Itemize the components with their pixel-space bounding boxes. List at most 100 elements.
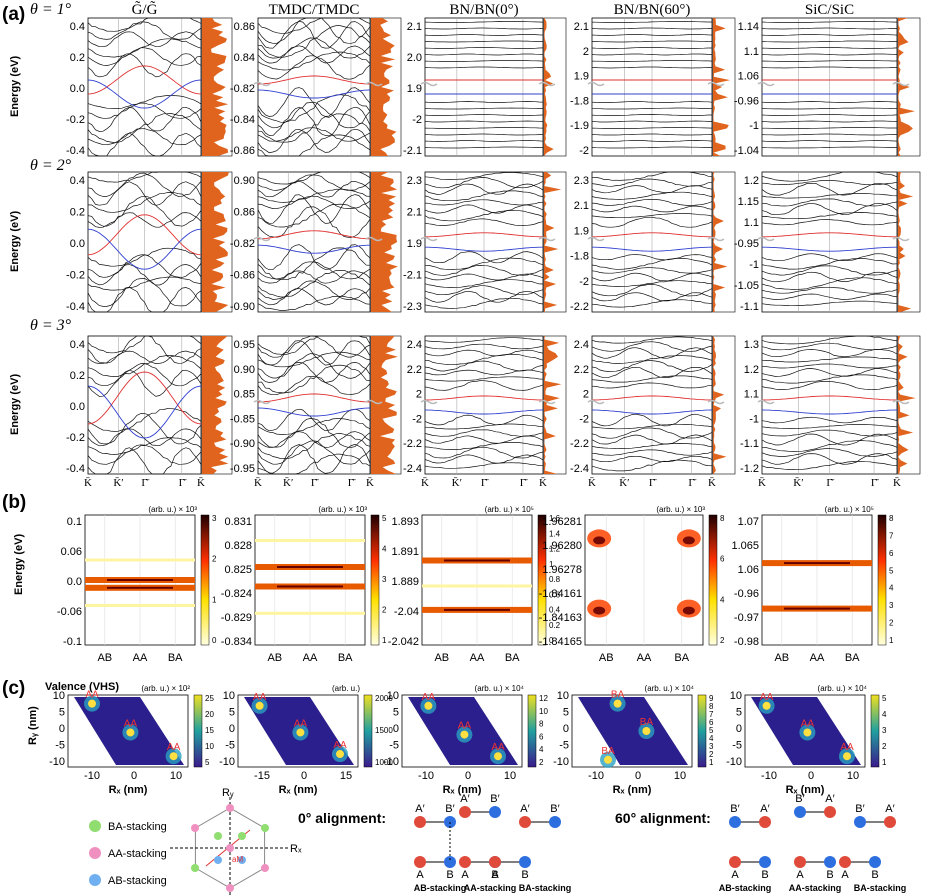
band-line bbox=[761, 101, 898, 103]
band-line bbox=[257, 134, 371, 157]
y-tick-label: 1.14 bbox=[738, 21, 759, 33]
band-panel: 1.2 1.15 1.1 -0.95 -1 -1.05 -1.1 bbox=[734, 171, 921, 313]
y-tick-label: -0.96 bbox=[734, 95, 759, 107]
y-tick-label: 5 bbox=[59, 707, 65, 719]
band-line bbox=[591, 366, 713, 379]
y-tick-label: 1.065 bbox=[731, 540, 759, 552]
colorbar-unit-label: (arb. u.) × 10³ bbox=[148, 505, 197, 514]
band-line bbox=[257, 17, 371, 34]
atom bbox=[459, 806, 471, 818]
y-tick-label: 10 bbox=[223, 690, 235, 702]
band-line bbox=[761, 253, 898, 262]
valence-band bbox=[424, 409, 544, 415]
y-tick-label: -10 bbox=[553, 756, 569, 768]
colorbar-tick-label: 4 bbox=[709, 734, 714, 743]
band-line bbox=[87, 264, 202, 286]
band-line bbox=[257, 128, 371, 154]
colorbar-tick-label: 8 bbox=[709, 702, 714, 711]
valence-band bbox=[257, 407, 371, 417]
x-tick-label: -10 bbox=[84, 770, 100, 782]
band-line bbox=[87, 128, 202, 146]
y-tick-label: 1.3 bbox=[744, 339, 759, 351]
y-tick-label: 2 bbox=[583, 46, 589, 58]
atom-label: A′ bbox=[460, 793, 469, 805]
vhs-spot-core bbox=[169, 752, 178, 761]
band-panel: 0.4 0.2 0.0 -0.2 -0.4 bbox=[66, 171, 233, 313]
y-tick-label: -0.95 bbox=[230, 463, 255, 475]
vhs-spot-core bbox=[255, 701, 264, 710]
band-line bbox=[257, 94, 371, 123]
band-panel: 1.14 1.1 1.06 -0.96 -1 -1.04 bbox=[734, 17, 921, 157]
band-line bbox=[591, 272, 713, 282]
stacking-spot-label: AA bbox=[801, 718, 815, 729]
y-tick-label: -2 bbox=[412, 413, 422, 425]
band-line bbox=[761, 368, 898, 377]
atom-label: A′ bbox=[825, 793, 834, 805]
colorbar bbox=[697, 694, 707, 768]
atom bbox=[794, 806, 806, 818]
colorbar-tick-label: 1 bbox=[212, 595, 217, 604]
y-tick-label: 2.3 bbox=[574, 175, 589, 187]
y-tick-label: -0.2 bbox=[66, 270, 85, 282]
zero-alignment-label: 0° alignment: bbox=[298, 810, 386, 826]
vhs-spot-core bbox=[762, 701, 771, 710]
y-tick-label: 0.4 bbox=[70, 339, 85, 351]
k-point-label: Γ̄ bbox=[311, 477, 319, 489]
y-tick-label: -0.2 bbox=[66, 432, 85, 444]
band-line bbox=[257, 171, 371, 185]
dos-fill bbox=[713, 18, 731, 156]
colorbar-tick-label: 3 bbox=[889, 601, 894, 610]
axis-break bbox=[420, 236, 556, 242]
colorbar-tick-label: 1.4 bbox=[549, 529, 561, 538]
band-line bbox=[257, 340, 371, 366]
real-space-map: AA AA AA 10 5 0 -5 -10 -10 0 10 Rₓ (nm) 25 20 15 10 5 (ar… bbox=[49, 684, 214, 796]
band-line bbox=[761, 293, 898, 300]
y-tick-label: -2 bbox=[579, 413, 589, 425]
x-tick-label: -15 bbox=[254, 770, 270, 782]
band-panel: 2.3 2.1 1.9 -1.8 -2 -2.2 bbox=[570, 171, 736, 313]
band-line bbox=[257, 433, 371, 459]
band-line bbox=[591, 120, 713, 123]
k-point-label: K̄ bbox=[366, 477, 374, 489]
y-tick-label: -1.1 bbox=[740, 301, 759, 313]
y-tick-label: 0 bbox=[59, 723, 65, 735]
hex-ry-label: Rᵧ bbox=[222, 787, 234, 799]
band-line bbox=[424, 454, 544, 464]
y-tick-label: -10 bbox=[219, 756, 235, 768]
y-tick-label: 10 bbox=[557, 690, 569, 702]
colorbar-tick-label: 1 bbox=[882, 758, 887, 767]
y-tick-label: -2.4 bbox=[570, 463, 589, 475]
stacking-spot-label: BA bbox=[601, 746, 615, 757]
y-tick-label: -0.86 bbox=[230, 145, 255, 157]
stacking-site bbox=[214, 856, 222, 864]
x-tick-label: BA bbox=[505, 652, 520, 664]
conduction-band bbox=[257, 75, 371, 85]
y-tick-label: 1.1 bbox=[744, 46, 759, 58]
band-line bbox=[424, 177, 544, 189]
y-tick-label: -2.2 bbox=[570, 301, 589, 313]
band-line bbox=[257, 431, 371, 448]
band-panel: 0.86 0.84 -0.82 -0.84 -0.86 bbox=[230, 17, 402, 157]
band-line bbox=[87, 53, 202, 78]
band-line bbox=[87, 350, 202, 364]
band-line bbox=[87, 171, 202, 183]
valence-band bbox=[258, 244, 370, 254]
band-line bbox=[591, 449, 713, 456]
colorbar-unit-label: (arb. u.) × 10⁴ bbox=[475, 684, 525, 693]
y-tick-label: 2.1 bbox=[574, 200, 589, 212]
colorbar-tick-label: 7 bbox=[889, 531, 894, 540]
band-line bbox=[761, 356, 898, 363]
y-tick-label: -1 bbox=[749, 120, 759, 132]
y-tick-label: -0.84 bbox=[230, 114, 255, 126]
band-line bbox=[424, 349, 544, 357]
k-point-label: Γ̄ bbox=[688, 477, 696, 489]
band-line bbox=[761, 212, 898, 220]
colorbar-tick-label: 2 bbox=[889, 619, 894, 628]
band-line bbox=[257, 453, 371, 475]
y-tick-label: -1.8 bbox=[570, 251, 589, 263]
band-line bbox=[591, 53, 713, 56]
map-frame bbox=[237, 694, 359, 768]
dos-frame bbox=[712, 171, 736, 313]
colorbar-tick-label: 5 bbox=[382, 514, 387, 523]
